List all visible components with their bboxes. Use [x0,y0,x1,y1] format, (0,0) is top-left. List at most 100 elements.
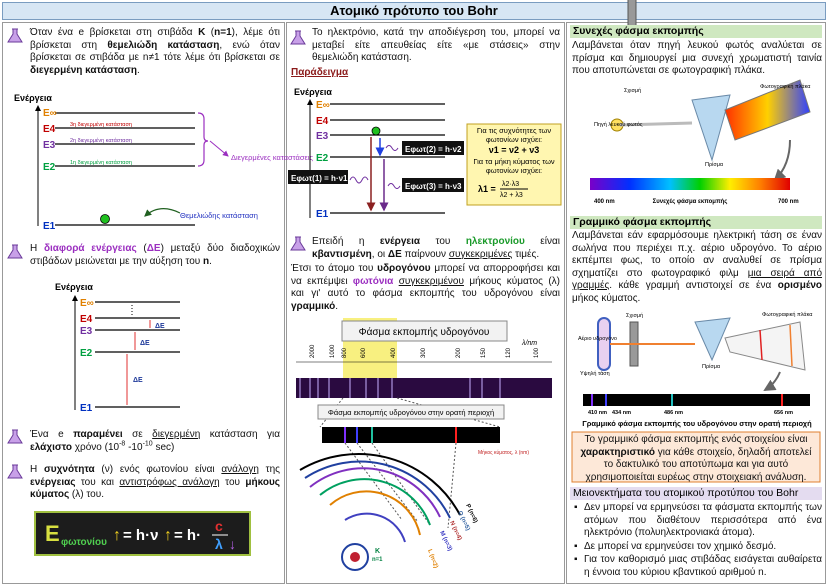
bullet: Δεν μπορεί να ερμηνεύσει τα φάσματα εκπο… [574,502,822,540]
label: E2 [316,153,329,164]
shape [290,236,306,251]
label: L (n=2) [426,549,438,570]
shape [350,552,360,562]
shape [619,121,693,127]
label: Διεγερμένες καταστάσεις [231,153,313,162]
shape [694,317,731,362]
text-segment: (ν) ενός φωτονίου είναι [94,464,222,475]
shape [349,176,369,184]
shape [126,320,151,405]
text-segment: Επειδή η [312,236,380,247]
text-segment: κατάσταση για [200,429,280,440]
text-segment: συχνότητα [43,464,95,475]
shape [7,244,23,259]
text: Λαμβάνεται εάν εφαρμόσουμε ηλεκτρική τάσ… [572,230,822,305]
text-segment: είναι [524,236,560,247]
label: Eφωτ(2) = h·ν2 [405,145,462,154]
label: Για τα μήκη κύματος των φωτονίων ισχύει: [473,157,555,175]
shape [402,178,464,192]
label: = h· [174,527,201,544]
text-segment: κβαντισμένη [312,248,372,260]
text: Επειδή η ενέργεια του ηλεκτρονίου είναι … [312,236,560,261]
label: 150 [481,347,487,358]
label: Συνεχές φάσμα εκπομπής [653,199,728,205]
bullet-list: Δεν μπορεί να ερμηνεύσει τα φάσματα εκπο… [574,502,822,580]
shape [341,320,508,342]
shape: Σχισμή Πηγή λευκού φωτός Πρίσμα Φωτογραφική… [594,83,811,168]
label: E∞ [316,100,330,111]
label: E2 [43,162,56,173]
label: 120 [506,347,512,358]
shape [385,145,399,151]
label: ν1 = ν2 + ν3 [488,145,540,155]
shape: L (n=2)M (n=3)N (n=4)O (n=5)P (n=6) [426,503,478,569]
text-segment: φωτόνια [352,275,399,287]
label: 1η διεγερμένη κατάσταση [70,159,132,166]
column [2,22,285,584]
shape [329,490,421,536]
shape [597,317,611,371]
label: Μήκος κύματος, λ (nm) [478,449,529,456]
shape: 2000 1000 800 600 400 300 200 150 120 10… [310,344,540,358]
text-segment: χρόνο (10 [72,441,120,453]
label: E4 [43,124,56,135]
shape [95,301,180,408]
section-title: Γραμμικό φάσμα εκπομπής [570,216,822,229]
text-segment: μήκος κύματος. [572,292,641,304]
label: M (n=3) [438,530,452,552]
title: Ατομικό πρότυπο του Bohr [2,2,826,20]
label: ↑ [164,527,172,544]
text-segment: Ένα e [30,429,74,440]
shape [344,512,406,543]
text-segment: -10 [142,440,153,448]
shape [34,511,251,556]
shape [144,208,181,217]
label: Για τις συχνότητες των φωτονίων ισχύει: [476,126,552,144]
label: Σχισμή [624,87,641,94]
bullet: Δε μπορεί να ερμηνεύσει τον χημικό δεσμό… [574,541,822,554]
text-segment: Το γραμμικό φάσμα εκπομπής ενός στοιχείο… [584,434,808,445]
text-segment: . [137,64,140,76]
shape: Ενέργεια E∞ E4 E3 E2 E1 3η διεγερμένη κα… [7,0,821,571]
text-segment: Το ηλεκτρόνιο, κατά την αποδιέγερση του,… [312,27,560,63]
text-segment: της [258,464,280,475]
label: 656 nm [774,410,793,416]
text-segment: ελάχιστο [30,441,73,453]
label: Ενέργεια [294,87,332,97]
label: 300 [421,347,427,358]
shape [590,178,790,190]
label: ↓ [229,536,236,552]
shape [209,140,229,157]
label: E1 [43,221,56,232]
label: Ενέργεια [14,93,52,103]
label: 600 [361,347,367,358]
label: E4 [316,116,329,127]
shape [299,453,461,543]
shape [724,321,806,371]
shape [466,123,562,206]
label: E1 [316,209,329,220]
column [286,22,565,584]
shape: 400 nm Συνεχές φάσμα εκπομπής 700 nm [594,199,799,205]
text-segment: . κάθε γραμμή αντιστοιχεί σε ένα [609,280,778,291]
shape [7,464,23,479]
label: Φάσμα εκπομπής υδρογόνου στην ορατή περι… [328,408,494,417]
text-segment: n=1 [214,27,232,38]
text-segment: ορισμένο [777,280,822,291]
text-segment: , ενώ όταν βρίσκεται σε στιβάδα με n≠1 τ… [30,39,280,64]
shape [7,28,23,43]
shape [571,431,821,483]
text-segment: sec) [152,441,175,453]
label: 100 [534,347,540,358]
text-segment: -10 [125,441,143,453]
example-label: Παράδειγμα [291,67,349,78]
text: Έτσι το άτομο του υδρογόνου μπορεί να απ… [291,263,560,313]
text: Το γραμμικό φάσμα εκπομπής ενός στοιχείο… [576,434,816,484]
shape: Για τις συχνότητες των φωτονίων ισχύει: ν… [469,126,559,175]
label: 410 nm [588,410,607,416]
label: 1000 [330,344,336,358]
text-segment: -8 [119,440,126,448]
label: E2 [80,348,93,359]
label: λ/nm [521,340,537,347]
